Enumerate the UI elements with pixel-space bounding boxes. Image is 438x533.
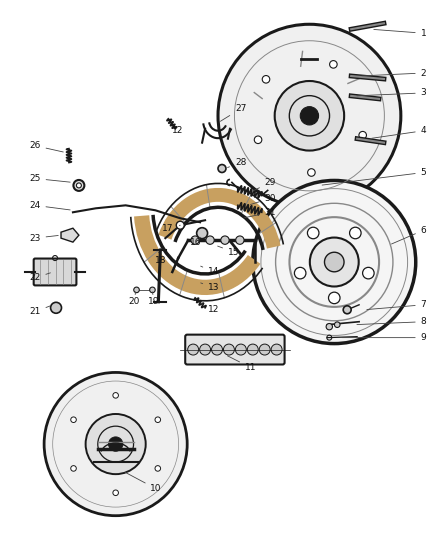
Circle shape xyxy=(310,238,359,287)
Text: 21: 21 xyxy=(29,306,50,316)
Text: 6: 6 xyxy=(392,225,427,244)
Circle shape xyxy=(262,76,270,83)
Circle shape xyxy=(218,25,401,207)
Text: 19: 19 xyxy=(148,292,160,306)
Circle shape xyxy=(363,268,374,279)
Circle shape xyxy=(50,302,61,313)
Text: 10: 10 xyxy=(125,472,162,494)
Circle shape xyxy=(254,136,262,143)
Text: 7: 7 xyxy=(367,300,427,310)
Circle shape xyxy=(218,165,226,173)
Text: 23: 23 xyxy=(29,233,58,243)
Circle shape xyxy=(350,227,361,239)
Text: 22: 22 xyxy=(29,273,50,282)
Text: 13: 13 xyxy=(201,283,219,293)
Circle shape xyxy=(307,169,315,176)
Text: 4: 4 xyxy=(372,126,426,138)
Text: 31: 31 xyxy=(244,208,276,217)
Text: 25: 25 xyxy=(29,174,70,183)
Circle shape xyxy=(343,306,351,314)
Circle shape xyxy=(275,81,344,150)
Circle shape xyxy=(307,227,319,239)
Circle shape xyxy=(155,466,161,471)
Circle shape xyxy=(235,344,246,355)
Circle shape xyxy=(359,132,367,139)
Text: 2: 2 xyxy=(362,69,426,77)
Circle shape xyxy=(236,236,244,244)
Circle shape xyxy=(221,236,229,244)
Circle shape xyxy=(113,490,118,496)
Text: 26: 26 xyxy=(29,141,63,152)
Circle shape xyxy=(212,344,223,355)
Circle shape xyxy=(109,437,123,451)
Text: 8: 8 xyxy=(357,317,427,326)
Circle shape xyxy=(247,344,258,355)
FancyBboxPatch shape xyxy=(34,259,76,285)
Text: 29: 29 xyxy=(252,178,276,191)
Circle shape xyxy=(44,373,187,516)
Text: 15: 15 xyxy=(218,246,240,256)
Text: 30: 30 xyxy=(251,194,276,205)
Text: 20: 20 xyxy=(129,292,140,306)
Circle shape xyxy=(155,417,161,423)
Circle shape xyxy=(76,183,81,188)
Circle shape xyxy=(253,181,416,344)
Circle shape xyxy=(134,287,139,293)
Circle shape xyxy=(200,344,211,355)
Text: 16: 16 xyxy=(190,237,201,247)
Circle shape xyxy=(71,417,76,423)
Text: 27: 27 xyxy=(220,104,246,122)
Polygon shape xyxy=(61,228,79,242)
Text: 14: 14 xyxy=(201,266,219,277)
Text: 24: 24 xyxy=(29,201,70,210)
Circle shape xyxy=(74,180,85,191)
Circle shape xyxy=(150,287,155,293)
Text: 5: 5 xyxy=(322,168,427,185)
Circle shape xyxy=(85,414,146,474)
Circle shape xyxy=(71,466,76,471)
Text: 28: 28 xyxy=(228,158,246,167)
Text: 3: 3 xyxy=(357,88,427,98)
Circle shape xyxy=(328,292,340,304)
Text: 12: 12 xyxy=(168,123,184,135)
Text: 11: 11 xyxy=(227,356,256,372)
Circle shape xyxy=(197,228,208,239)
Circle shape xyxy=(300,107,318,125)
Circle shape xyxy=(191,236,199,244)
Circle shape xyxy=(335,322,340,327)
Circle shape xyxy=(330,61,337,68)
Circle shape xyxy=(206,236,214,244)
Text: 12: 12 xyxy=(201,303,219,314)
FancyBboxPatch shape xyxy=(185,335,285,365)
Circle shape xyxy=(325,252,344,272)
Circle shape xyxy=(223,344,234,355)
Circle shape xyxy=(188,344,198,355)
Circle shape xyxy=(113,393,118,398)
Circle shape xyxy=(294,268,306,279)
Circle shape xyxy=(271,344,282,355)
Circle shape xyxy=(326,324,332,330)
Text: 9: 9 xyxy=(342,333,427,342)
Circle shape xyxy=(259,344,270,355)
Text: 1: 1 xyxy=(374,29,427,38)
Text: 17: 17 xyxy=(162,224,180,233)
Text: 18: 18 xyxy=(155,252,167,264)
Circle shape xyxy=(176,221,184,229)
